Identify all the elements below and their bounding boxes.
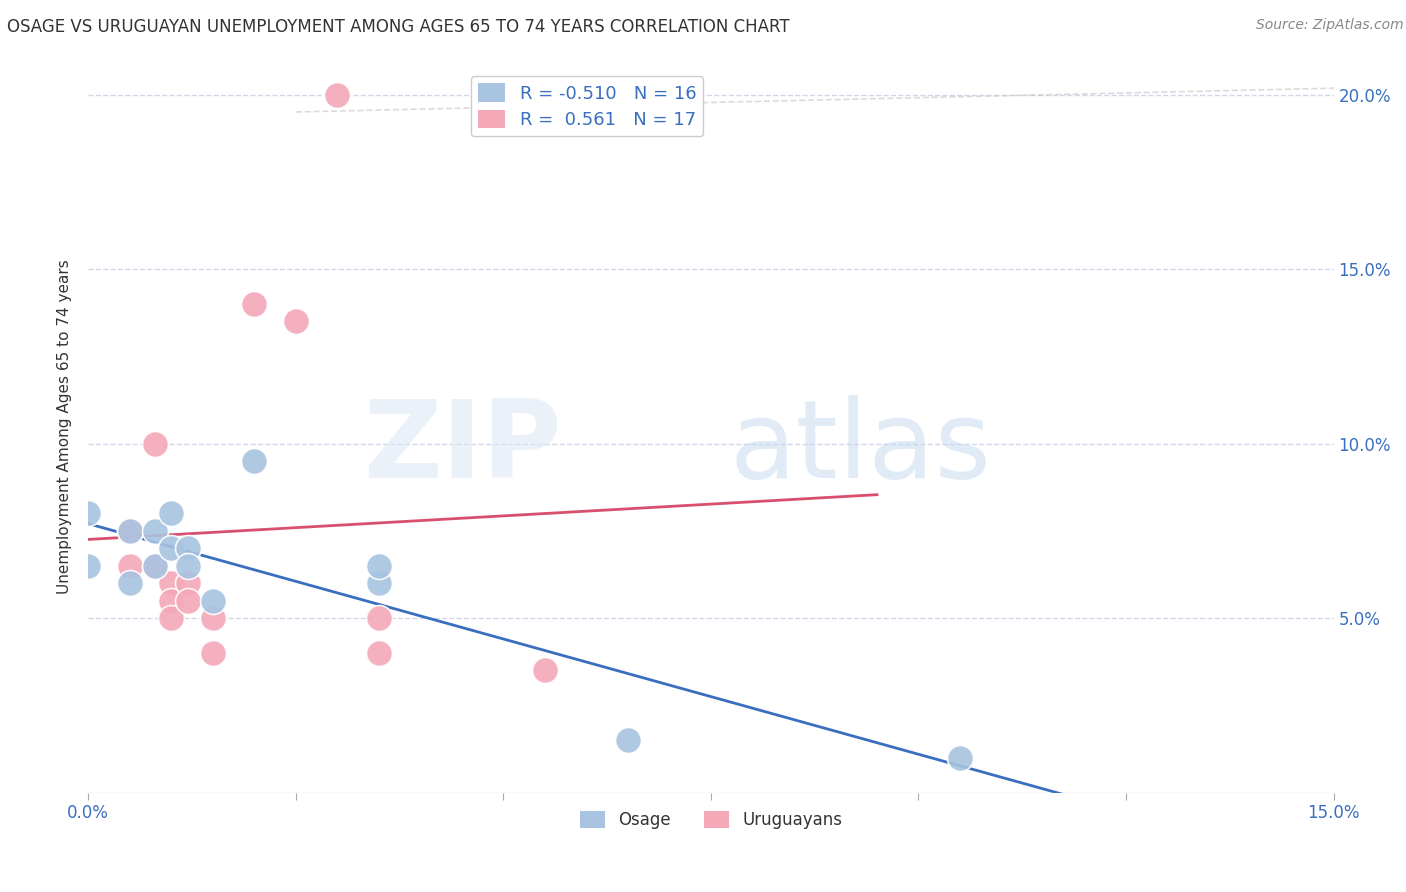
Point: [118, 576, 141, 591]
Point: [201, 611, 224, 625]
Point: [367, 576, 389, 591]
Point: [367, 558, 389, 573]
Point: [118, 524, 141, 538]
Point: [534, 664, 557, 678]
Point: [326, 87, 349, 102]
Point: [177, 541, 200, 556]
Point: [160, 541, 183, 556]
Point: [77, 558, 100, 573]
Text: ZIP: ZIP: [363, 395, 561, 501]
Point: [617, 733, 640, 747]
Point: [160, 507, 183, 521]
Point: [160, 576, 183, 591]
Point: [143, 436, 166, 450]
Point: [367, 646, 389, 660]
Y-axis label: Unemployment Among Ages 65 to 74 years: Unemployment Among Ages 65 to 74 years: [58, 259, 72, 593]
Point: [949, 750, 972, 764]
Point: [143, 558, 166, 573]
Point: [201, 646, 224, 660]
Text: OSAGE VS URUGUAYAN UNEMPLOYMENT AMONG AGES 65 TO 74 YEARS CORRELATION CHART: OSAGE VS URUGUAYAN UNEMPLOYMENT AMONG AG…: [7, 18, 790, 36]
Point: [177, 558, 200, 573]
Point: [77, 507, 100, 521]
Text: atlas: atlas: [730, 395, 991, 501]
Text: Source: ZipAtlas.com: Source: ZipAtlas.com: [1256, 18, 1403, 32]
Legend: Osage, Uruguayans: Osage, Uruguayans: [572, 804, 849, 836]
Point: [160, 593, 183, 607]
Point: [284, 314, 307, 328]
Point: [160, 611, 183, 625]
Point: [243, 454, 266, 468]
Point: [177, 576, 200, 591]
Point: [118, 558, 141, 573]
Point: [243, 297, 266, 311]
Point: [118, 524, 141, 538]
Point: [367, 611, 389, 625]
Point: [177, 593, 200, 607]
Point: [143, 558, 166, 573]
Point: [143, 524, 166, 538]
Point: [201, 593, 224, 607]
